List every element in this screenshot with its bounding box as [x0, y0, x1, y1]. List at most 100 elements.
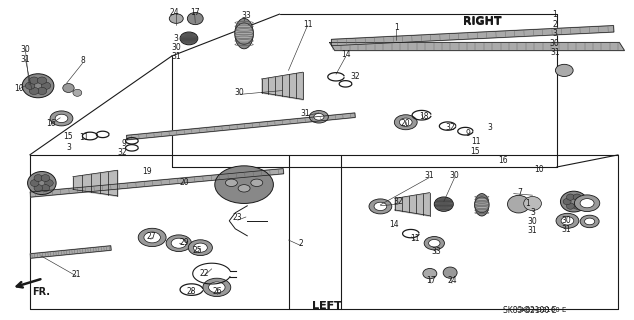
Ellipse shape [34, 175, 42, 181]
Text: 30: 30 [171, 43, 181, 52]
Ellipse shape [507, 195, 529, 213]
Text: 32: 32 [445, 123, 455, 132]
Text: 15: 15 [470, 147, 481, 156]
Text: 3: 3 [488, 123, 493, 132]
Ellipse shape [573, 203, 581, 209]
Text: 33: 33 [241, 11, 251, 20]
Ellipse shape [37, 77, 47, 84]
Text: 31: 31 [20, 55, 30, 64]
Ellipse shape [576, 198, 585, 205]
Polygon shape [332, 26, 614, 46]
Ellipse shape [561, 217, 574, 225]
Text: 27: 27 [146, 232, 156, 241]
Ellipse shape [209, 282, 225, 293]
Ellipse shape [203, 278, 231, 297]
Ellipse shape [193, 243, 207, 252]
Text: 16: 16 [46, 119, 56, 128]
Text: 31: 31 [550, 48, 560, 57]
Ellipse shape [30, 180, 39, 187]
Text: 3: 3 [552, 29, 557, 38]
Ellipse shape [429, 239, 440, 247]
Text: 29: 29 [179, 238, 189, 247]
Ellipse shape [475, 194, 489, 216]
Text: 3: 3 [174, 34, 179, 43]
Ellipse shape [309, 111, 328, 123]
Ellipse shape [399, 118, 412, 126]
Text: SK83-B2100 E: SK83-B2100 E [503, 306, 556, 315]
Ellipse shape [138, 228, 166, 247]
Text: 7: 7 [517, 188, 522, 196]
Ellipse shape [314, 114, 324, 120]
Ellipse shape [22, 74, 54, 98]
Text: 10: 10 [14, 84, 24, 92]
Ellipse shape [41, 175, 49, 181]
Text: 16: 16 [498, 156, 508, 164]
Ellipse shape [73, 89, 82, 96]
Ellipse shape [436, 201, 452, 202]
Text: 30: 30 [450, 171, 460, 180]
Ellipse shape [29, 87, 39, 94]
Text: 30: 30 [20, 45, 30, 54]
Text: 33: 33 [431, 247, 441, 256]
Ellipse shape [226, 179, 237, 187]
Ellipse shape [574, 195, 600, 212]
Ellipse shape [169, 14, 183, 23]
Ellipse shape [41, 185, 49, 191]
Text: 25: 25 [193, 246, 203, 255]
Text: 2: 2 [552, 20, 557, 28]
Ellipse shape [215, 166, 273, 204]
Ellipse shape [563, 198, 571, 205]
Text: 19: 19 [142, 167, 152, 176]
Text: 22: 22 [200, 269, 209, 278]
Ellipse shape [34, 185, 42, 191]
Text: 30: 30 [235, 88, 245, 97]
Ellipse shape [580, 199, 594, 208]
Ellipse shape [188, 240, 212, 256]
Ellipse shape [166, 235, 191, 252]
Text: 11: 11 [411, 234, 420, 243]
Ellipse shape [144, 232, 160, 243]
Ellipse shape [437, 200, 451, 201]
Text: 30: 30 [527, 217, 538, 226]
Text: 18: 18 [419, 112, 428, 121]
Text: 3: 3 [66, 143, 71, 152]
Text: 11: 11 [303, 20, 312, 28]
Text: 14: 14 [340, 50, 351, 59]
Text: 1: 1 [552, 10, 557, 19]
Ellipse shape [50, 111, 73, 126]
Ellipse shape [181, 39, 197, 40]
Ellipse shape [37, 87, 47, 94]
Ellipse shape [235, 19, 253, 49]
Text: 9: 9 [122, 139, 127, 148]
Ellipse shape [171, 238, 186, 248]
Text: 1: 1 [394, 23, 399, 32]
Text: 3: 3 [530, 208, 535, 217]
Text: 31: 31 [527, 226, 538, 235]
Ellipse shape [423, 268, 437, 279]
Ellipse shape [585, 218, 595, 225]
Ellipse shape [181, 38, 197, 39]
Text: FR.: FR. [32, 287, 50, 297]
Text: 20: 20 [179, 178, 189, 187]
Ellipse shape [434, 197, 453, 212]
Text: 23: 23 [233, 213, 243, 222]
Text: 32: 32 [351, 72, 361, 81]
Text: RIGHT: RIGHT [463, 17, 501, 27]
Text: 21: 21 [72, 270, 81, 279]
Ellipse shape [25, 82, 35, 89]
Ellipse shape [435, 205, 453, 206]
Text: 10: 10 [534, 165, 544, 174]
Ellipse shape [555, 64, 573, 76]
Text: 31: 31 [301, 109, 311, 118]
Ellipse shape [566, 194, 574, 200]
Text: RIGHT: RIGHT [463, 16, 501, 26]
Ellipse shape [436, 206, 452, 207]
Ellipse shape [443, 267, 457, 278]
Ellipse shape [573, 194, 581, 200]
Text: 24: 24 [447, 276, 457, 285]
Ellipse shape [475, 197, 489, 213]
Text: 11: 11 [80, 133, 89, 142]
Ellipse shape [63, 84, 74, 92]
Ellipse shape [424, 236, 444, 250]
Text: 30: 30 [550, 39, 560, 48]
